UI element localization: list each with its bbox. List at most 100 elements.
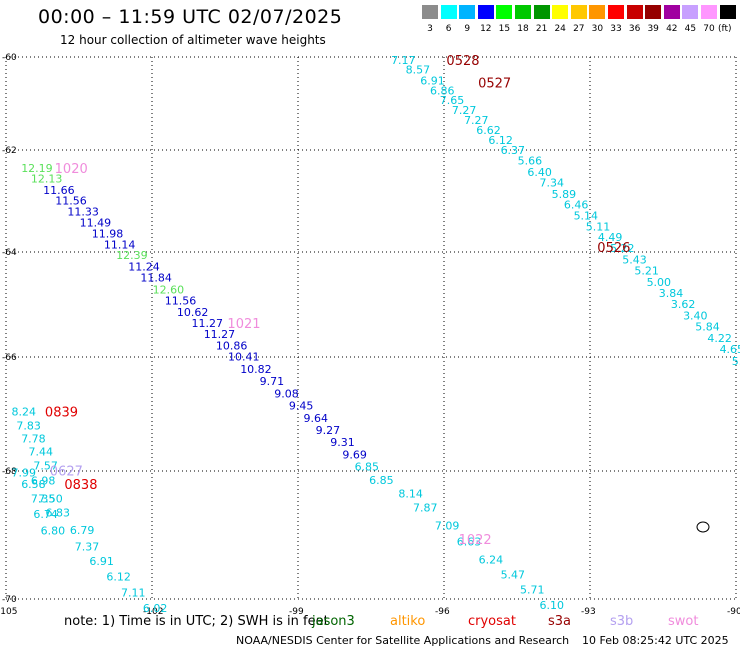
wave-height-value: 5.47 (501, 569, 525, 582)
wave-height-value: 8.57 (406, 64, 431, 77)
wave-height-value: 6.91 (420, 74, 445, 87)
wave-height-value: 5.89 (552, 188, 577, 201)
note-text: note: 1) Time is in UTC; 2) SWH is in fe… (64, 614, 329, 629)
longitude-label: -102 (143, 607, 163, 617)
wave-height-value: 5.43 (622, 253, 647, 266)
legend-label: 6 (445, 24, 452, 34)
wave-height-value: 6.12 (106, 571, 131, 584)
wave-height-value: 6.86 (430, 84, 455, 97)
wave-height-value: 7.35 (31, 493, 56, 506)
legend-swatch (440, 5, 457, 19)
wave-height-value: 10.82 (240, 363, 272, 376)
longitude-label: -96 (435, 607, 450, 617)
wave-height-value: 11.24 (128, 261, 160, 274)
wave-height-value: 8.24 (11, 406, 36, 419)
wave-height-value: 6.79 (70, 524, 95, 537)
legend-label: 3 (427, 24, 433, 34)
wave-height-value: 8.14 (398, 487, 423, 500)
wave-height-value: 11.56 (165, 294, 197, 307)
wave-height-value: 6.83 (46, 507, 71, 520)
wave-height-value: 6.24 (479, 553, 504, 566)
legend-swatch (552, 5, 569, 19)
legend-label: 12 (480, 24, 492, 34)
wave-height-value: 6.37 (501, 144, 525, 157)
wave-height-value: 7.83 (16, 419, 41, 432)
wave-height-value: 11.98 (92, 228, 124, 241)
wave-height-value: 7.44 (29, 446, 54, 459)
longitude-label: -90 (727, 607, 740, 617)
wave-height-value: 7.87 (413, 501, 438, 514)
legend-swatch (645, 5, 662, 19)
pass-time-label: 0526 (597, 241, 630, 256)
map-subtitle: 12 hour collection of altimeter wave hei… (60, 33, 326, 47)
wave-height-value: 5.71 (520, 583, 545, 596)
legend-swatch (422, 5, 438, 19)
wave-height-value: 7.50 (38, 493, 63, 506)
pass-time-label: 1020 (55, 162, 88, 177)
wave-height-value: 6.91 (89, 555, 114, 568)
legend-swatch (515, 5, 531, 19)
wave-height-value: 12.19 (21, 162, 53, 175)
wave-height-value: 3.62 (671, 298, 696, 311)
wave-height-value: 4.49 (598, 231, 623, 244)
wave-height-value: 5.11 (732, 355, 740, 368)
wave-height-value: 5.21 (634, 264, 659, 277)
wave-height-value: 6.98 (31, 475, 56, 488)
wave-height-value: 12.13 (31, 173, 63, 186)
legend-label: 24 (554, 24, 566, 34)
wave-height-tracks: 7.178.576.916.867.657.277.276.626.126.37… (11, 54, 740, 615)
wave-height-value: 7.11 (121, 587, 146, 600)
wave-height-value: 7.09 (435, 519, 460, 532)
legend-swatch (719, 5, 736, 19)
wave-height-value: 6.80 (41, 525, 66, 538)
wave-height-value: 6.74 (33, 508, 58, 521)
wave-height-value: 6.85 (355, 460, 380, 473)
wave-height-value: 11.14 (104, 238, 136, 251)
wave-height-value: 3.84 (659, 287, 684, 300)
legend-label: 39 (647, 24, 659, 34)
latitude-label: -64 (2, 248, 17, 258)
latitude-label: -62 (2, 146, 17, 156)
legend-swatch (496, 5, 513, 19)
legend-label: 45 (684, 24, 697, 34)
wave-height-value: 5.84 (695, 321, 720, 334)
wave-height-value: 12.60 (153, 283, 185, 296)
wave-height-value: 9.64 (303, 412, 328, 425)
legend-swatch (701, 5, 717, 19)
wave-height-value: 9.08 (274, 387, 299, 400)
pass-time-label: 0838 (64, 478, 97, 493)
legend-swatch (663, 5, 680, 19)
legend-label: 27 (573, 24, 585, 34)
legend-label: 70 (703, 24, 715, 34)
pass-time-label: 0839 (45, 406, 78, 421)
wave-height-value: 7.34 (540, 177, 565, 190)
pass-time-label: 1022 (459, 533, 492, 548)
legend-label: 36 (628, 24, 641, 34)
pass-time-label: 0527 (478, 77, 511, 92)
footer-timestamp: 10 Feb 08:25:42 UTC 2025 (582, 634, 729, 647)
wave-height-value: 6.58 (21, 478, 46, 491)
latitude-label: -66 (2, 353, 17, 363)
legend-swatch (626, 5, 643, 19)
pass-time-label: 0528 (446, 54, 479, 69)
legend-label: 33 (610, 24, 622, 34)
wave-height-value: 10.86 (216, 339, 248, 352)
coastline-island-icon (696, 521, 710, 533)
legend-swatch (589, 5, 606, 19)
axis-labels: -105 -102 -99 -96 -93 -90 -60 -62 -64 -66 -68 -70 (0, 53, 740, 617)
legend-label: 15 (498, 24, 511, 34)
wave-height-value: 11.66 (43, 184, 75, 197)
longitude-label: -99 (289, 607, 304, 617)
legend-swatch (570, 5, 587, 19)
wave-height-value: 7.78 (21, 433, 46, 446)
footer-credit: NOAA/NESDIS Center for Satellite Applica… (236, 634, 570, 647)
satellite-label: s3b (610, 614, 634, 629)
wave-height-value: 12.39 (116, 249, 148, 262)
wave-height-value: 7.27 (452, 104, 477, 117)
wave-height-value: 6.63 (457, 535, 482, 548)
wave-height-value: 6.02 (143, 602, 168, 615)
lat-lon-grid (5, 56, 737, 600)
longitude-label: -105 (0, 607, 17, 617)
wave-height-value: 11.33 (67, 206, 99, 219)
